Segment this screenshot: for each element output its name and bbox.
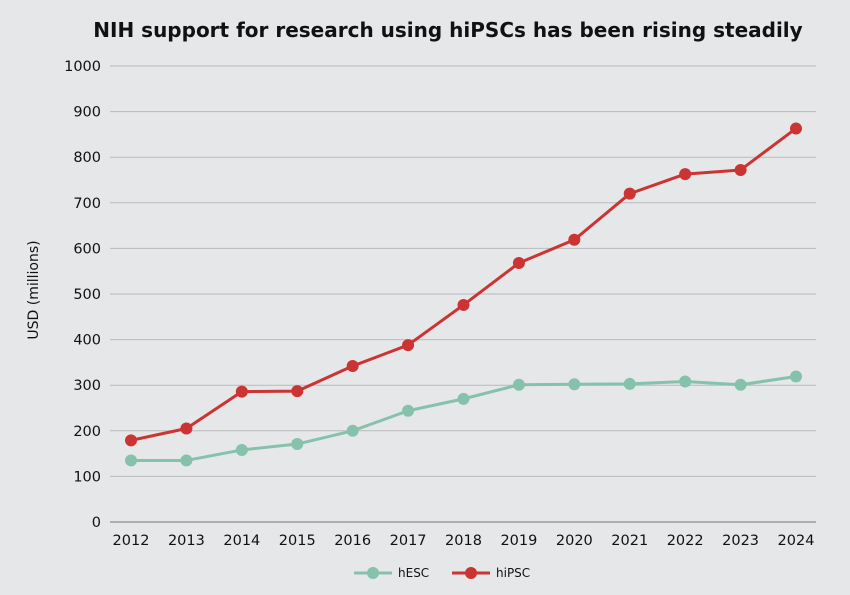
y-tick-label: 600	[73, 241, 101, 257]
series-hesc	[125, 370, 802, 467]
x-tick-label: 2021	[611, 533, 648, 549]
legend-item-hesc: hESC	[354, 566, 429, 580]
x-tick-label: 2015	[279, 533, 316, 549]
data-point	[512, 378, 525, 391]
y-tick-label: 100	[73, 469, 101, 485]
series-layer	[125, 122, 802, 467]
data-point	[623, 187, 636, 200]
data-point	[180, 422, 193, 435]
data-point	[291, 385, 304, 398]
y-tick-label: 0	[92, 515, 101, 531]
data-point	[790, 370, 802, 383]
legend: hESC hiPSC	[354, 566, 530, 580]
legend-label: hiPSC	[496, 566, 530, 580]
data-point	[291, 438, 304, 451]
gridlines	[110, 65, 816, 523]
data-point	[346, 360, 359, 373]
data-point	[568, 378, 581, 391]
data-point	[180, 454, 193, 467]
x-tick-label: 2023	[722, 533, 759, 549]
data-point	[457, 298, 470, 311]
legend-swatch-marker	[367, 567, 379, 579]
x-tick-label: 2013	[168, 533, 205, 549]
x-tick-label: 2016	[334, 533, 371, 549]
x-tick-label: 2017	[390, 533, 427, 549]
y-tick-label: 400	[73, 333, 101, 349]
series-line	[131, 375, 797, 462]
data-point	[125, 434, 137, 447]
y-axis-label: USD (millions)	[26, 240, 42, 339]
data-point	[790, 122, 802, 135]
legend-swatch-marker	[465, 567, 477, 579]
series-hipsc	[125, 122, 802, 447]
y-tick-label: 500	[73, 287, 101, 303]
chart-title: NIH support for research using hiPSCs ha…	[93, 18, 802, 42]
data-point	[457, 392, 470, 405]
data-point	[235, 443, 248, 456]
x-tick-label: 2014	[223, 533, 260, 549]
data-point	[734, 163, 747, 176]
data-point	[402, 404, 415, 417]
data-point	[125, 454, 137, 467]
data-point	[568, 233, 581, 246]
x-tick-label: 2012	[113, 533, 150, 549]
y-tick-label: 300	[73, 378, 101, 394]
y-tick-label: 900	[73, 105, 101, 121]
data-point	[679, 375, 692, 388]
y-tick-label: 200	[73, 424, 101, 440]
data-point	[235, 385, 248, 398]
y-axis-ticks: 0 100 200 300 400 500 600 700 800 900 1000	[64, 59, 101, 531]
y-tick-label: 1000	[64, 59, 101, 75]
data-point	[679, 168, 692, 181]
x-tick-label: 2018	[445, 533, 482, 549]
x-tick-label: 2024	[778, 533, 815, 549]
x-tick-label: 2022	[667, 533, 704, 549]
data-point	[402, 339, 415, 352]
y-tick-label: 700	[73, 196, 101, 212]
data-point	[346, 424, 359, 437]
y-tick-label: 800	[73, 150, 101, 166]
legend-item-hipsc: hiPSC	[452, 566, 530, 580]
x-tick-label: 2019	[500, 533, 537, 549]
legend-label: hESC	[398, 566, 429, 580]
x-axis-ticks: 2012 2013 2014 2015 2016 2017 2018 2019 2020 2021…	[113, 533, 815, 549]
data-point	[512, 256, 525, 269]
data-point	[623, 377, 636, 390]
x-tick-label: 2020	[556, 533, 593, 549]
data-point	[734, 378, 747, 391]
